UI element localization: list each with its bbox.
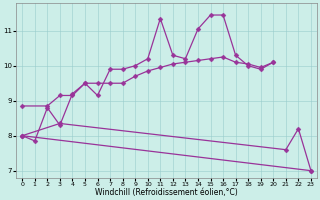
X-axis label: Windchill (Refroidissement éolien,°C): Windchill (Refroidissement éolien,°C)	[95, 188, 238, 197]
